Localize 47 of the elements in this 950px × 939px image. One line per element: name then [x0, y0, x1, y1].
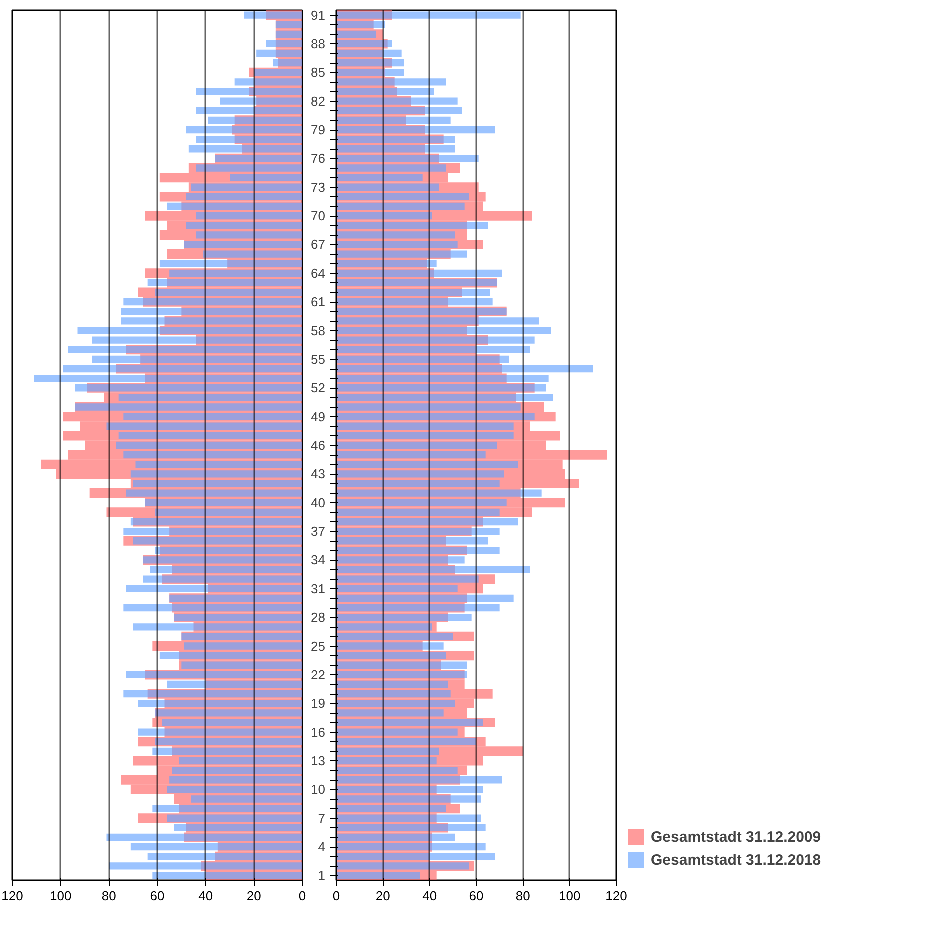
y-tick-label: 61 — [311, 294, 326, 310]
y-tick-label: 73 — [311, 180, 326, 195]
x-tick-label: 0 — [332, 888, 340, 904]
x-tick-label: 0 — [298, 888, 306, 904]
y-tick-label: 10 — [311, 782, 326, 798]
y-tick-label: 88 — [311, 36, 326, 52]
y-tick-label: 76 — [311, 151, 326, 166]
legend-label: Gesamtstadt 31.12.2018 — [651, 852, 822, 868]
y-tick-label: 34 — [311, 552, 326, 568]
x-tick-label: 20 — [376, 888, 390, 904]
x-tick-label: 60 — [469, 888, 484, 904]
y-tick-label: 91 — [311, 8, 326, 23]
y-tick-label: 49 — [311, 409, 326, 424]
y-tick-label: 31 — [311, 581, 326, 596]
y-tick-label: 40 — [311, 495, 326, 510]
x-tick-label: 80 — [516, 888, 530, 904]
y-tick-label: 19 — [311, 696, 326, 712]
x-tick-label: 20 — [246, 888, 262, 904]
x-tick-label: 40 — [422, 888, 438, 904]
x-tick-label: 100 — [558, 888, 581, 904]
y-tick-label: 25 — [311, 638, 326, 654]
x-tick-label: 40 — [198, 888, 214, 904]
y-tick-label: 55 — [311, 352, 326, 367]
y-tick-label: 13 — [311, 753, 326, 768]
x-tick-label: 100 — [50, 888, 72, 904]
y-tick-label: 16 — [311, 724, 326, 740]
x-tick-label: 60 — [150, 888, 165, 904]
legend-label: Gesamtstadt 31.12.2009 — [651, 828, 822, 846]
y-tick-label: 1 — [318, 868, 326, 884]
y-tick-label: 22 — [311, 667, 326, 682]
y-tick-label: 52 — [311, 380, 326, 396]
y-tick-label: 67 — [311, 237, 326, 252]
y-tick-label: 43 — [311, 466, 326, 482]
y-tick-label: 70 — [311, 208, 326, 224]
x-tick-label: 120 — [606, 888, 628, 904]
x-tick-label: 120 — [2, 888, 24, 904]
x-tick-label: 80 — [102, 888, 116, 904]
y-tick-label: 85 — [311, 65, 326, 80]
y-tick-label: 4 — [318, 840, 326, 855]
y-tick-label: 58 — [311, 323, 326, 338]
y-tick-label: 37 — [311, 524, 326, 540]
y-tick-label: 82 — [311, 94, 326, 109]
y-tick-label: 7 — [318, 810, 326, 826]
y-tick-label: 64 — [311, 266, 326, 281]
y-tick-label: 46 — [311, 438, 326, 453]
y-tick-label: 79 — [311, 122, 326, 138]
y-tick-label: 28 — [311, 610, 326, 626]
